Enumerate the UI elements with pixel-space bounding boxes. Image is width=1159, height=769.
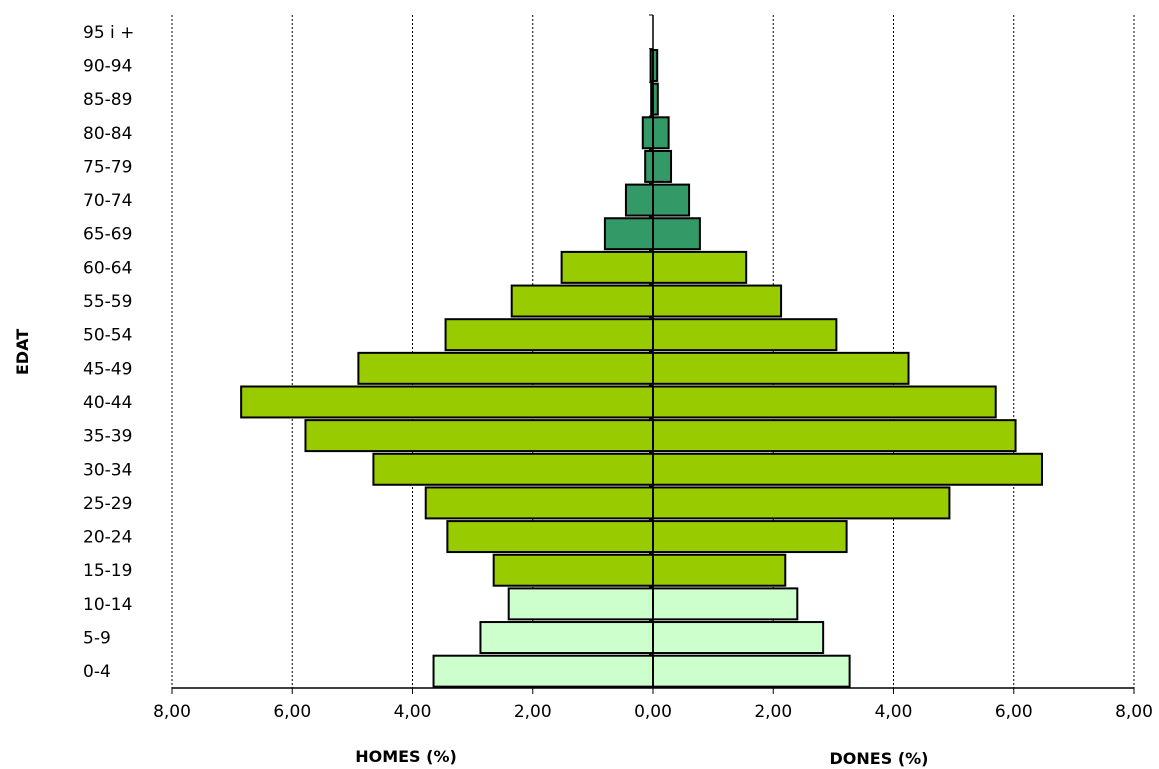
bar-dones-40-44 xyxy=(652,385,997,419)
bar-dones-75-79 xyxy=(652,149,673,183)
y-category-label: 45-49 xyxy=(83,359,132,379)
bar-homes-25-29 xyxy=(424,486,655,520)
y-category-label: 20-24 xyxy=(83,528,132,548)
bar-homes-65-69 xyxy=(603,217,655,251)
x-tick-label: 4,00 xyxy=(394,702,432,722)
bar-homes-75-79 xyxy=(644,149,655,183)
y-category-label: 0-4 xyxy=(83,662,111,682)
bar-dones-0-4 xyxy=(652,654,851,688)
x-tick-labels: 8,00 6,00 4,00 2,00 0,00 2,00 4,00 6,00 8,00 xyxy=(153,702,1153,722)
bar-dones-70-74 xyxy=(652,183,691,217)
x-tick-label: 8,00 xyxy=(1115,702,1153,722)
bar-dones-25-29 xyxy=(652,486,951,520)
x-axis-title-left: HOMES (%) xyxy=(355,747,457,766)
y-category-labels: 0-4 5-9 10-14 15-19 20-24 25-29 30-34 35-39 40-4… xyxy=(83,23,134,682)
bar-dones-20-24 xyxy=(652,520,848,554)
y-category-label: 5-9 xyxy=(83,629,111,649)
y-category-label: 10-14 xyxy=(83,595,132,615)
y-category-label: 25-29 xyxy=(83,494,132,514)
y-category-label: 95 i + xyxy=(83,23,134,43)
y-category-label: 50-54 xyxy=(83,326,132,346)
bar-homes-70-74 xyxy=(624,183,654,217)
bars xyxy=(240,48,1044,688)
bar-homes-10-14 xyxy=(507,587,655,621)
bar-homes-80-84 xyxy=(641,116,654,150)
x-tick-label: 2,00 xyxy=(514,702,552,722)
bar-homes-60-64 xyxy=(560,250,654,284)
y-axis-title: EDAT xyxy=(13,329,32,375)
bar-homes-15-19 xyxy=(492,553,655,587)
bar-homes-0-4 xyxy=(432,654,655,688)
bar-homes-40-44 xyxy=(240,385,655,419)
bar-dones-80-84 xyxy=(652,116,670,150)
bar-dones-15-19 xyxy=(652,553,787,587)
y-category-label: 75-79 xyxy=(83,157,132,177)
bar-homes-35-39 xyxy=(304,419,654,453)
bar-dones-45-49 xyxy=(652,351,910,385)
bar-dones-35-39 xyxy=(652,419,1017,453)
x-tick-label: 6,00 xyxy=(995,702,1033,722)
y-category-label: 65-69 xyxy=(83,225,132,245)
bar-dones-10-14 xyxy=(652,587,799,621)
y-category-label: 90-94 xyxy=(83,56,132,76)
x-tick-label: 6,00 xyxy=(273,702,311,722)
bar-dones-5-9 xyxy=(652,621,825,655)
bar-dones-60-64 xyxy=(652,250,748,284)
y-category-label: 55-59 xyxy=(83,292,132,312)
y-category-label: 85-89 xyxy=(83,90,132,110)
y-category-label: 30-34 xyxy=(83,460,132,480)
x-axis-title-right: DONES (%) xyxy=(830,749,929,768)
grid-lines xyxy=(171,15,1135,688)
x-tick-label: 4,00 xyxy=(875,702,913,722)
axes xyxy=(171,14,1135,694)
y-category-label: 40-44 xyxy=(83,393,132,413)
bar-homes-55-59 xyxy=(510,284,654,318)
x-tick-label: 8,00 xyxy=(153,702,191,722)
y-category-label: 15-19 xyxy=(83,561,132,581)
x-tick-label: 2,00 xyxy=(754,702,792,722)
bar-dones-65-69 xyxy=(652,217,701,251)
bar-dones-55-59 xyxy=(652,284,783,318)
y-category-label: 70-74 xyxy=(83,191,132,211)
y-category-label: 80-84 xyxy=(83,124,132,144)
bar-homes-20-24 xyxy=(446,520,654,554)
bar-homes-5-9 xyxy=(479,621,654,655)
bar-homes-30-34 xyxy=(372,452,654,486)
bar-homes-45-49 xyxy=(357,351,654,385)
y-category-label: 35-39 xyxy=(83,427,132,447)
x-tick-label: 0,00 xyxy=(634,702,672,722)
bar-dones-30-34 xyxy=(652,452,1044,486)
y-category-label: 60-64 xyxy=(83,258,132,278)
bar-homes-50-54 xyxy=(444,318,654,352)
bar-dones-50-54 xyxy=(652,318,838,352)
